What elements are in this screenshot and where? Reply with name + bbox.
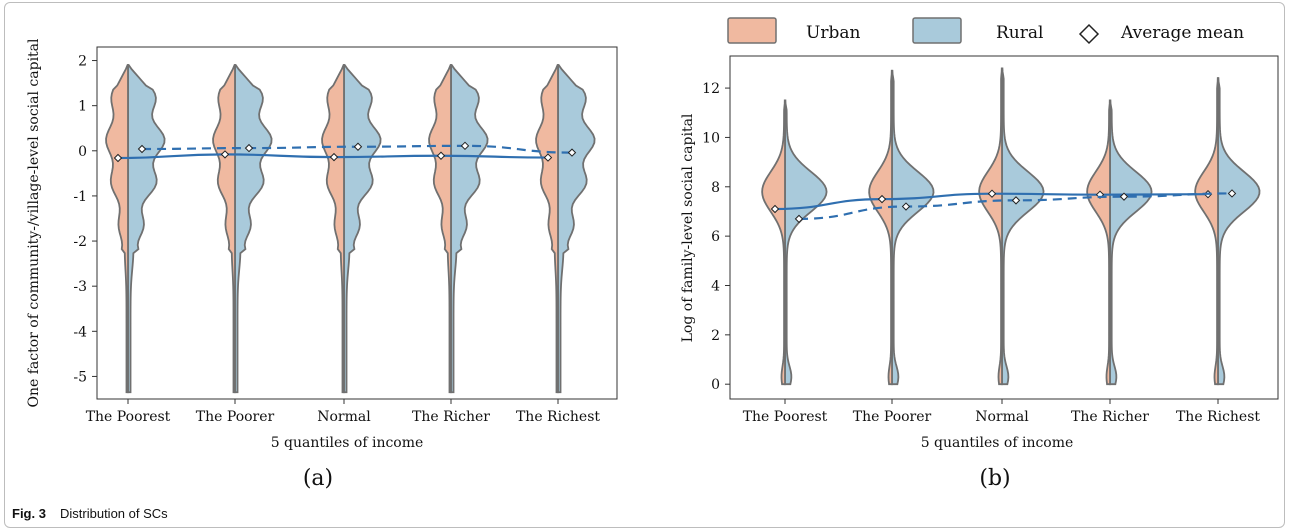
panel-a-label: (a) <box>303 466 333 491</box>
caption-text: Distribution of SCs <box>60 506 168 521</box>
violin-urban-half <box>535 64 559 394</box>
panel-b-y-axis-label: Log of family-level social capital <box>680 113 696 342</box>
y-tick-label: 12 <box>702 81 720 97</box>
rural-mean-marker <box>1119 192 1129 201</box>
violin-rural-half <box>234 64 273 394</box>
violin-urban-half <box>761 99 786 386</box>
violin-rural-half <box>343 64 382 394</box>
rural-mean-marker <box>460 141 470 151</box>
urban-mean-marker <box>220 150 230 159</box>
violin-rural-half <box>127 64 166 394</box>
violin-urban-half <box>978 67 1003 386</box>
y-tick-label: 10 <box>702 130 720 146</box>
legend-urban-label: Urban <box>806 23 860 43</box>
y-tick-label: -1 <box>73 189 87 205</box>
rural-mean-marker <box>567 148 577 157</box>
x-tick-label: Normal <box>317 409 371 425</box>
x-tick-label: The Richer <box>412 409 490 425</box>
panel-a-axis-ticks: 2 1 0 -1 -2 -3 -4 -5 The Poorest The Poorer Normal… <box>73 54 600 425</box>
figure-frame <box>4 2 1285 528</box>
y-tick-label: 8 <box>711 180 720 196</box>
panel-a-plot-area <box>96 46 618 400</box>
y-tick-label: -3 <box>73 279 87 295</box>
y-tick-label: -4 <box>73 324 87 340</box>
panel-b-x-axis-label: 5 quantiles of income <box>921 435 1074 451</box>
panel-a-x-axis-label: 5 quantiles of income <box>271 435 424 451</box>
y-tick-label: 0 <box>78 144 87 160</box>
panel-b-plot-area <box>729 55 1279 400</box>
x-tick-label: The Poorest <box>86 409 171 425</box>
panel-b-violins <box>761 67 1261 386</box>
x-tick-label: The Poorer <box>196 409 275 425</box>
urban-mean-marker <box>113 153 123 163</box>
rural-mean-marker <box>137 144 147 154</box>
y-tick-label: 2 <box>711 328 720 344</box>
panel-b-axis-ticks: 0 2 4 6 8 10 12 The Poorest The Poorer Normal The … <box>702 81 1260 425</box>
panel-b-label: (b) <box>979 466 1010 491</box>
y-tick-label: 0 <box>711 377 720 393</box>
legend: Urban Rural Average mean <box>727 17 1244 45</box>
rural-mean-marker <box>1227 189 1237 198</box>
violin-urban-half <box>1086 99 1111 386</box>
x-tick-label: The Richest <box>516 409 600 425</box>
violin-urban-half <box>212 64 236 394</box>
panel-a-mean-lines <box>113 141 577 163</box>
urban-mean-marker <box>877 194 887 204</box>
y-tick-label: 2 <box>78 54 87 70</box>
violin-urban-half <box>428 64 452 394</box>
rural-mean-marker <box>1011 196 1021 205</box>
panel-b-mean-lines <box>770 189 1237 224</box>
rural-mean-marker <box>353 142 363 151</box>
urban-mean-marker <box>987 189 997 198</box>
legend-mean-label: Average mean <box>1120 23 1244 43</box>
urban-mean-marker <box>436 151 446 160</box>
y-tick-label: 6 <box>711 229 720 245</box>
violin-rural-half <box>1217 77 1261 386</box>
panel-a-violins <box>105 64 596 394</box>
violin-urban-half <box>868 69 893 386</box>
violin-rural-half <box>1001 67 1045 386</box>
x-tick-label: The Richer <box>1071 409 1149 425</box>
x-tick-label: The Richest <box>1176 409 1260 425</box>
diamond-icon <box>1078 23 1100 45</box>
legend-rural-swatch <box>912 17 962 44</box>
urban-mean-marker <box>543 153 553 162</box>
violin-urban-half <box>321 64 345 394</box>
x-tick-label: The Poorer <box>853 409 932 425</box>
x-tick-label: The Poorest <box>743 409 828 425</box>
violin-rural-half <box>450 64 489 394</box>
violin-rural-half <box>891 69 935 386</box>
y-tick-label: 4 <box>711 278 720 294</box>
y-tick-label: 1 <box>78 99 87 115</box>
urban-mean-marker <box>329 152 339 162</box>
violin-rural-half <box>1109 99 1153 386</box>
legend-urban-swatch <box>727 17 777 44</box>
x-tick-label: Normal <box>975 409 1029 425</box>
rural-mean-marker <box>244 143 254 153</box>
rural-mean-marker <box>794 214 804 224</box>
violin-urban-half <box>1194 77 1219 386</box>
y-tick-label: -2 <box>73 234 87 250</box>
panel-a-y-axis-label: One factor of community-/village-level s… <box>26 38 42 408</box>
violin-urban-half <box>105 64 129 394</box>
violin-rural-half <box>557 64 596 394</box>
urban-mean-marker <box>770 204 780 214</box>
y-tick-label: -5 <box>73 369 87 385</box>
rural-mean-marker <box>901 202 911 211</box>
caption-label: Fig. 3 <box>12 506 46 521</box>
violin-rural-half <box>784 99 828 386</box>
legend-rural-label: Rural <box>996 23 1043 43</box>
